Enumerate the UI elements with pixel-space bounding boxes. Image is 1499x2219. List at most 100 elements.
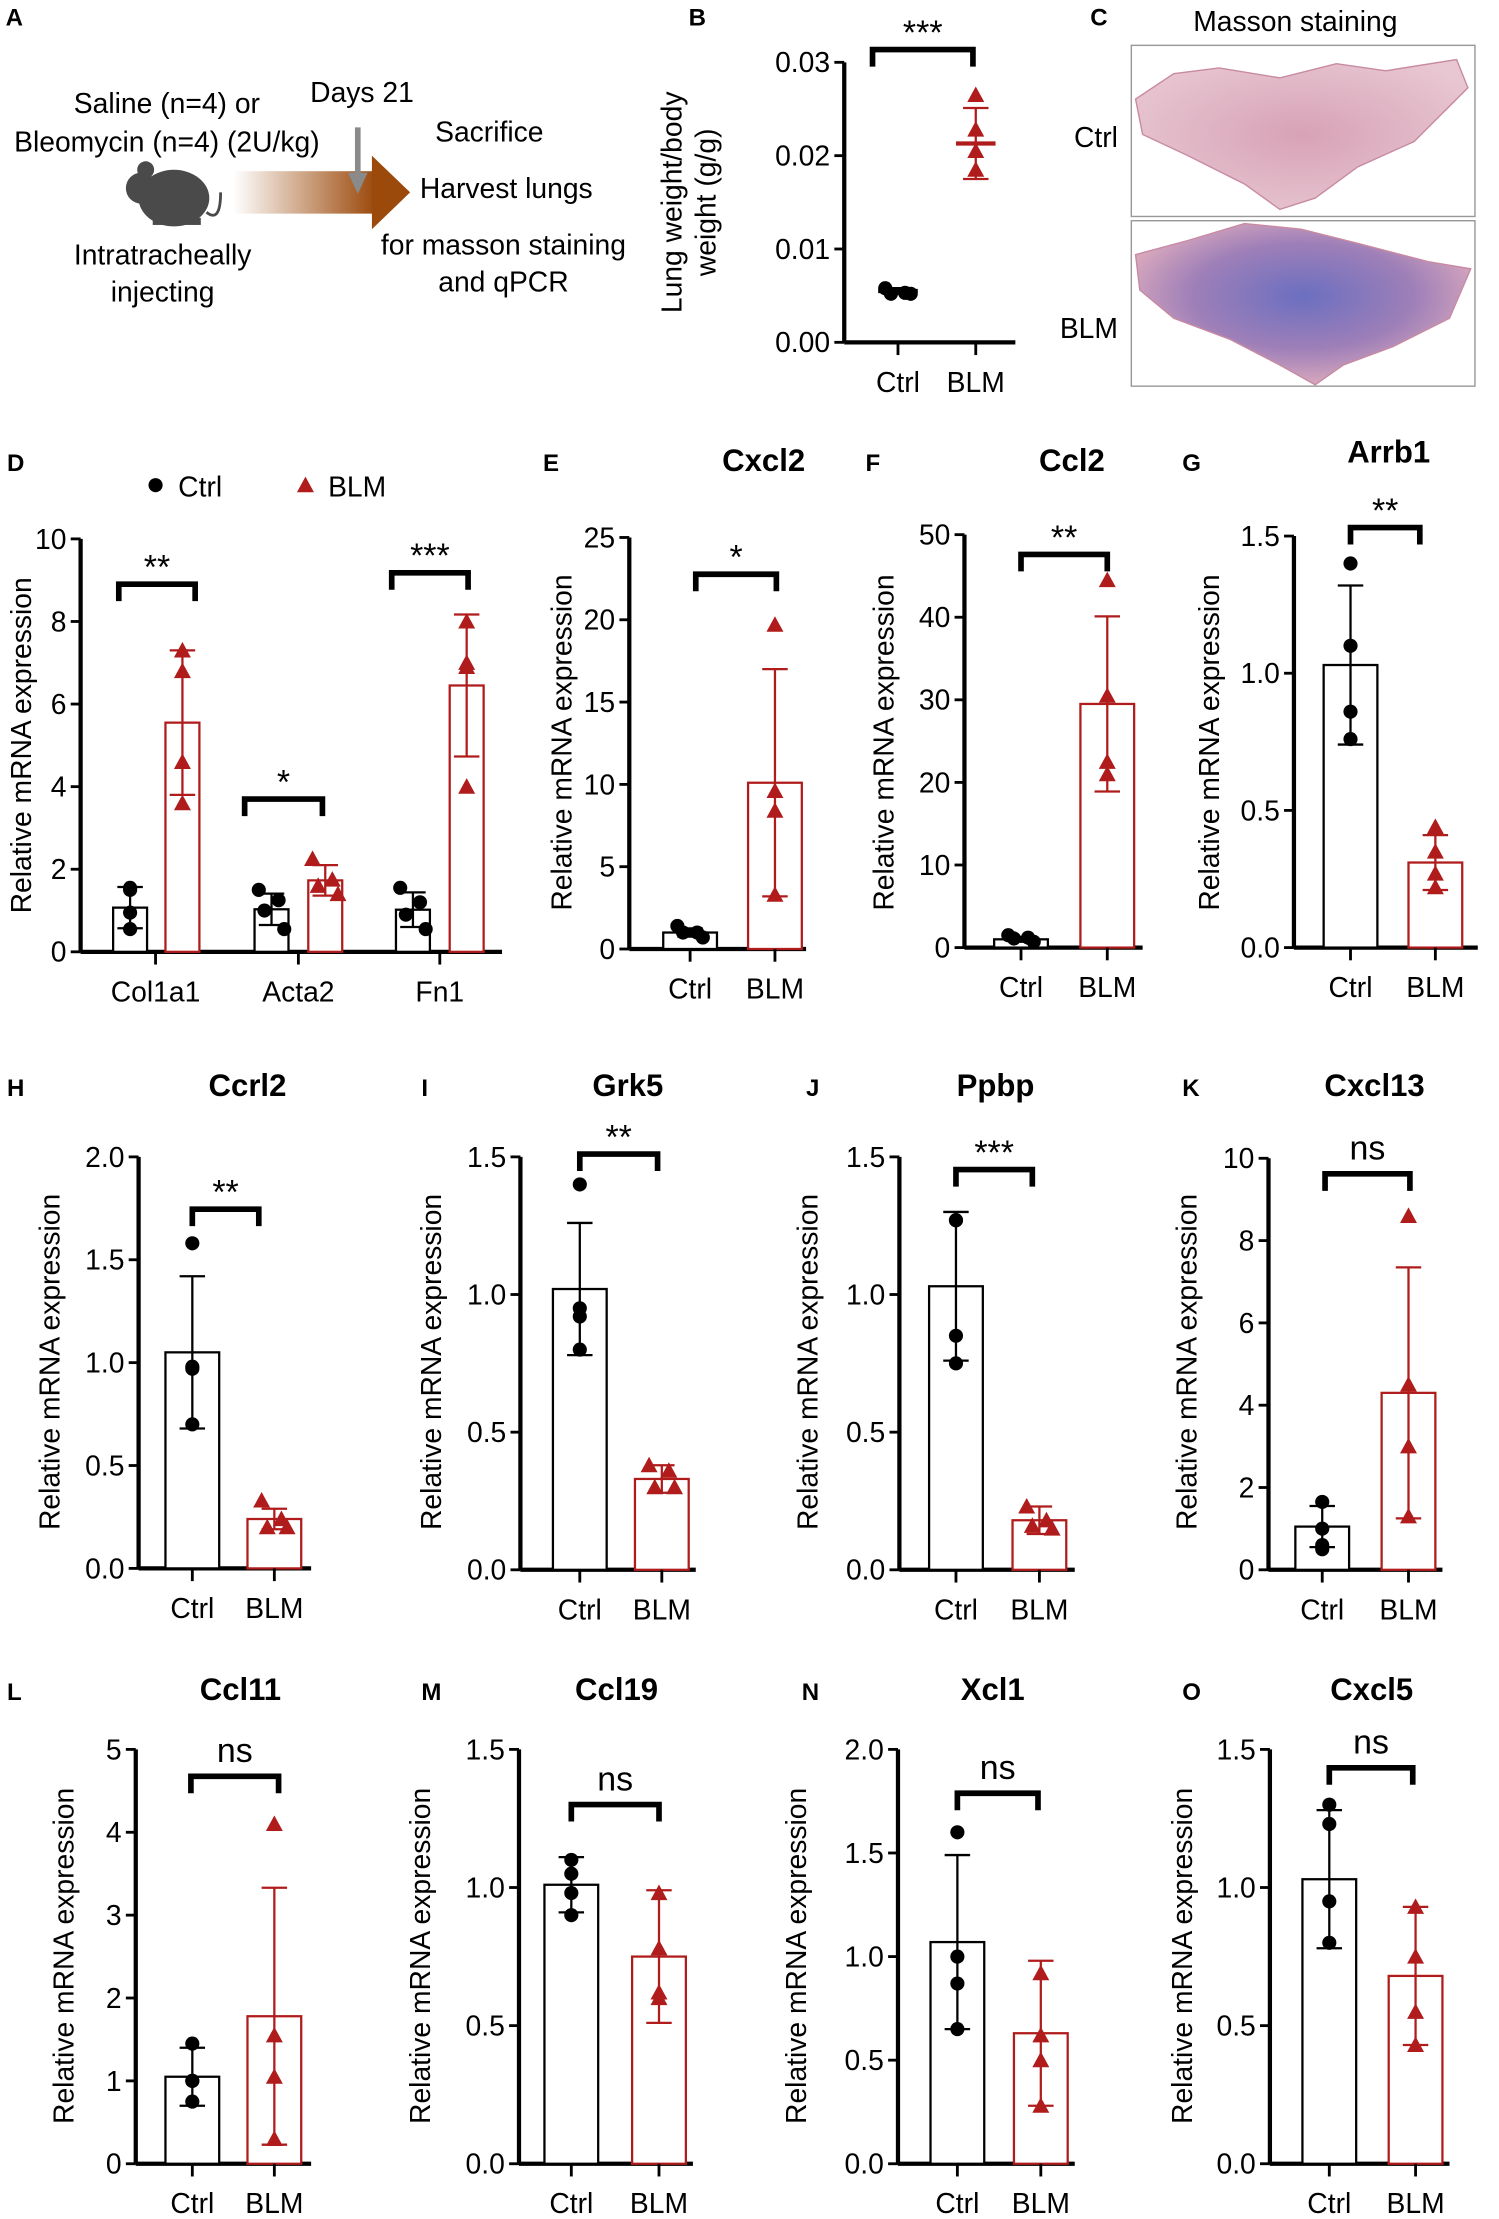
data-point-circle	[251, 882, 266, 897]
data-point-circle	[185, 2073, 200, 2088]
data-point-triangle	[967, 142, 985, 159]
data-point-circle	[398, 907, 413, 922]
x-tick-label: BLM	[630, 2187, 688, 2219]
harvest-text: Harvest lungs	[420, 172, 593, 204]
chart-panel-l: L Ccl11 Relative mRNA expression 0 1 2 3 4 5 Ctrl…	[7, 1672, 312, 2219]
x-tick-label: BLM	[1387, 2187, 1445, 2219]
group-ctrl: Ctrl	[876, 281, 920, 398]
y-tick-label: 1.0	[467, 1278, 506, 1310]
data-point-circle	[257, 903, 272, 918]
y-tick-label: 6	[51, 688, 67, 720]
data-point-triangle	[1426, 878, 1444, 895]
data-point-circle	[1315, 1494, 1330, 1509]
y-tick-label: 4	[51, 771, 67, 803]
y-tick-label: 10	[35, 523, 66, 555]
panel-letter: J	[806, 1075, 819, 1102]
chart-title: Ccl19	[575, 1672, 658, 1707]
x-tick-label: Ctrl	[668, 972, 712, 1004]
y-tick-label: 0.5	[1241, 794, 1280, 826]
group-blm: BLM	[1078, 571, 1136, 1003]
chart-panel-m: M Ccl19 Relative mRNA expression 0.0 0.5 1.0 1…	[404, 1672, 693, 2219]
significance-bracket	[576, 1151, 661, 1172]
y-tick-label: 3	[106, 1899, 122, 1931]
qpcr-text: and qPCR	[438, 265, 568, 297]
data-point-circle	[1322, 1816, 1337, 1832]
data-point-circle	[883, 286, 898, 301]
data-point-circle	[564, 1885, 579, 1901]
panel-letter: N	[802, 1679, 819, 1706]
data-point-triangle	[278, 1518, 296, 1535]
y-tick-label: 30	[919, 684, 950, 716]
data-point-circle	[950, 2022, 965, 2037]
data-point-circle	[185, 1236, 200, 1251]
data-point-triangle	[1400, 1437, 1417, 1454]
legend-ctrl-label: Ctrl	[178, 470, 222, 502]
y-tick-label: 0.02	[775, 140, 830, 172]
ctrl-lung-image	[1134, 58, 1469, 211]
data-point-triangle	[173, 641, 191, 658]
y-axis-label: Relative mRNA expression	[5, 577, 37, 913]
y-tick-label: 0.5	[466, 2010, 505, 2042]
group-ctrl: Ctrl	[1322, 556, 1379, 1003]
y-axis-label: Relative mRNA expression	[780, 1788, 812, 2124]
x-tick-label: Ctrl	[1307, 2187, 1351, 2219]
y-tick-label: 0	[935, 931, 951, 963]
group-ctrl: Ctrl	[927, 1210, 984, 1625]
data-point-circle	[1322, 1894, 1337, 1909]
data-point-triangle	[253, 1492, 271, 1508]
panel-letter: L	[7, 1679, 22, 1706]
data-point-circle	[1343, 704, 1358, 719]
data-point-triangle	[766, 616, 784, 632]
data-point-triangle	[1032, 2097, 1050, 2113]
y-tick-label: 1.5	[846, 1141, 885, 1173]
y-tick-label: 2	[1239, 1471, 1255, 1503]
data-point-triangle	[766, 886, 784, 902]
data-point-triangle	[766, 782, 784, 799]
y-tick-label: 5	[106, 1733, 122, 1765]
data-point-triangle	[1032, 2026, 1050, 2043]
chart-panel-g: G Arrb1 Relative mRNA expression 0.0 0.5 1.0 1…	[1182, 435, 1478, 1003]
chart-panel-o: O Cxcl5 Relative mRNA expression 0.0 0.5 1.0 1…	[1166, 1672, 1450, 2219]
y-tick-label: 15	[584, 686, 615, 718]
data-point-circle	[1315, 1521, 1330, 1536]
data-point-triangle	[650, 1939, 668, 1956]
data-point-circle	[1343, 732, 1358, 747]
data-point-circle	[393, 880, 408, 895]
group-ctrl: Ctrl	[1301, 1797, 1358, 2219]
data-point-triangle	[1407, 2003, 1425, 2019]
panel-letter: M	[421, 1679, 441, 1706]
y-tick-label: 8	[51, 605, 67, 637]
y-axis-label: Relative mRNA expression	[404, 1788, 436, 2124]
data-point-circle	[1315, 1542, 1330, 1557]
data-point-triangle	[329, 885, 347, 902]
group-text: Saline (n=4) or	[74, 87, 260, 119]
y-tick-label: 0.0	[467, 1554, 506, 1586]
data-point-triangle	[173, 794, 191, 811]
down-arrow-icon	[347, 127, 368, 194]
legend-blm-marker	[296, 476, 314, 493]
data-point-circle	[948, 1213, 964, 1228]
chart-title: Grk5	[592, 1068, 663, 1103]
data-point-triangle	[173, 662, 191, 679]
data-point-triangle	[1098, 753, 1116, 769]
data-point-circle	[123, 905, 138, 920]
group-ctrl: Ctrl	[662, 918, 719, 1004]
x-tick-label: BLM	[947, 366, 1005, 398]
data-point-triangle	[660, 1462, 678, 1478]
data-point-triangle	[258, 1518, 276, 1535]
data-point-circle	[185, 1417, 200, 1432]
significance-label: ***	[974, 1134, 1014, 1172]
data-point-triangle	[1407, 1948, 1425, 1964]
y-tick-label: 1	[106, 2065, 122, 2097]
y-tick-label: 0.00	[775, 326, 830, 358]
data-point-triangle	[1407, 2036, 1425, 2053]
x-tick-label: Ctrl	[549, 2187, 593, 2219]
y-axis-label: Lung weight/body	[656, 91, 688, 313]
x-tick-label: Ctrl	[934, 1593, 978, 1625]
x-tick-label: Ctrl	[170, 1592, 214, 1624]
data-point-circle	[1322, 1797, 1337, 1812]
significance-label: **	[1372, 492, 1398, 530]
data-point-triangle	[967, 161, 985, 177]
panel-letter: E	[543, 450, 559, 477]
